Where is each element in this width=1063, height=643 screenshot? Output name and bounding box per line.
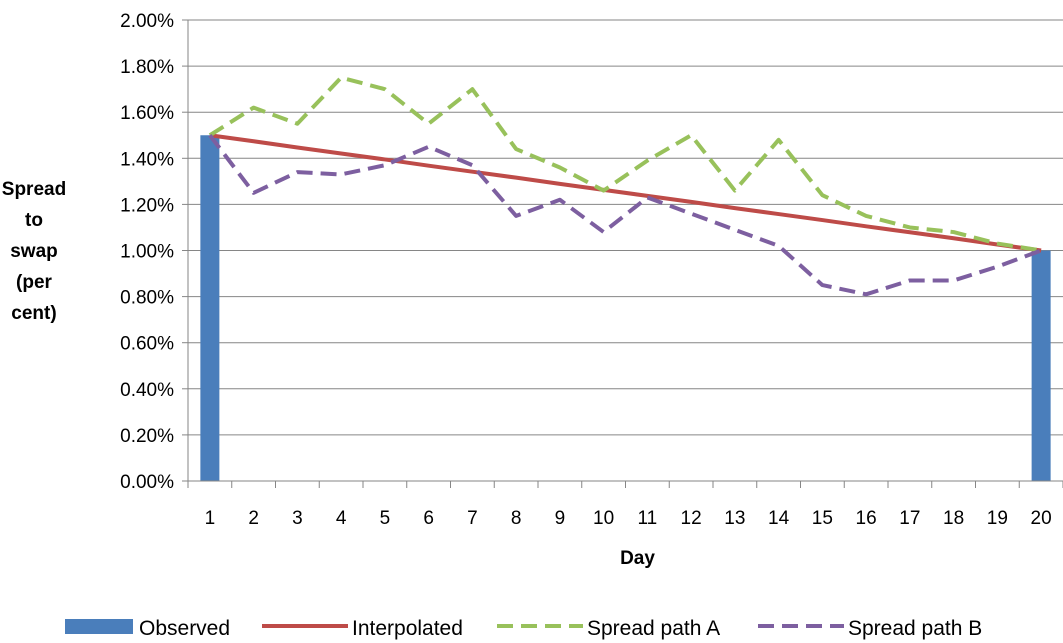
legend-swatch-observed (65, 619, 133, 634)
bar-observed (1031, 250, 1051, 481)
legend: Observed Interpolated Spread path A Spread … (65, 617, 982, 640)
x-tick-label: 5 (380, 508, 391, 529)
x-tick-label: 16 (856, 508, 877, 529)
legend-label-interpolated: Interpolated (352, 617, 463, 640)
y-tick-label: 1.80% (120, 57, 174, 78)
x-tick-label: 11 (638, 508, 658, 529)
y-tick-label: 1.40% (120, 149, 174, 170)
y-tick-label: 1.00% (120, 242, 174, 263)
y-tick-label: 0.40% (120, 380, 174, 401)
y-tick-label: 2.00% (120, 11, 174, 32)
x-tick-label: 20 (1031, 508, 1052, 529)
series-line-spread-path-b (208, 134, 1042, 297)
y-tick-label: 1.20% (120, 195, 174, 216)
x-tick-labels: 1 2 3 4 5 6 7 8 9 10 11 12 13 14 15 16 17 18 19 20 (205, 508, 1052, 529)
x-tick-label: 3 (292, 508, 303, 529)
x-tick-label: 9 (555, 508, 566, 529)
y-tick-label: 0.80% (120, 288, 174, 309)
y-tick-label: 0.60% (120, 334, 174, 355)
axes (187, 20, 1063, 488)
y-tick-labels: 0.00% 0.20% 0.40% 0.60% 0.80% 1.00% 1.20% 1.40%… (120, 11, 174, 493)
bar-observed (200, 135, 220, 481)
x-tick-label: 14 (768, 508, 790, 529)
x-tick-label: 7 (467, 508, 478, 529)
gridlines (182, 19, 1063, 482)
y-axis-title: Spread to swap (per cent) (2, 179, 66, 324)
series-line-interpolated (209, 133, 1042, 253)
legend-label-spread-path-b: Spread path B (848, 617, 982, 640)
x-tick-label: 15 (812, 508, 833, 529)
x-tick-label: 2 (248, 508, 259, 529)
x-tick-label: 8 (511, 508, 522, 529)
x-tick-label: 4 (336, 508, 347, 529)
y-axis-title-line: (per (16, 272, 53, 293)
x-tick-label: 13 (724, 508, 745, 529)
series-lines (208, 75, 1042, 297)
y-axis-title-line: Spread (2, 179, 66, 200)
x-tick-label: 17 (899, 508, 920, 529)
x-tick-label: 19 (987, 508, 1008, 529)
series-line-spread-path-a (208, 75, 1042, 253)
x-tick-label: 1 (205, 508, 216, 529)
y-axis-title-line: cent) (11, 303, 56, 324)
x-tick-label: 12 (681, 508, 702, 529)
y-tick-label: 1.60% (120, 103, 174, 124)
y-tick-label: 0.20% (120, 426, 174, 447)
y-axis-title-line: swap (10, 241, 58, 262)
x-axis-title: Day (620, 548, 655, 569)
x-tick-label: 10 (593, 508, 614, 529)
x-tick-label: 18 (943, 508, 964, 529)
bars-observed (200, 135, 1051, 481)
y-axis-title-line: to (25, 210, 43, 231)
y-tick-label: 0.00% (120, 472, 174, 493)
x-tick-label: 6 (423, 508, 434, 529)
legend-label-observed: Observed (139, 617, 230, 640)
legend-label-spread-path-a: Spread path A (587, 617, 720, 640)
